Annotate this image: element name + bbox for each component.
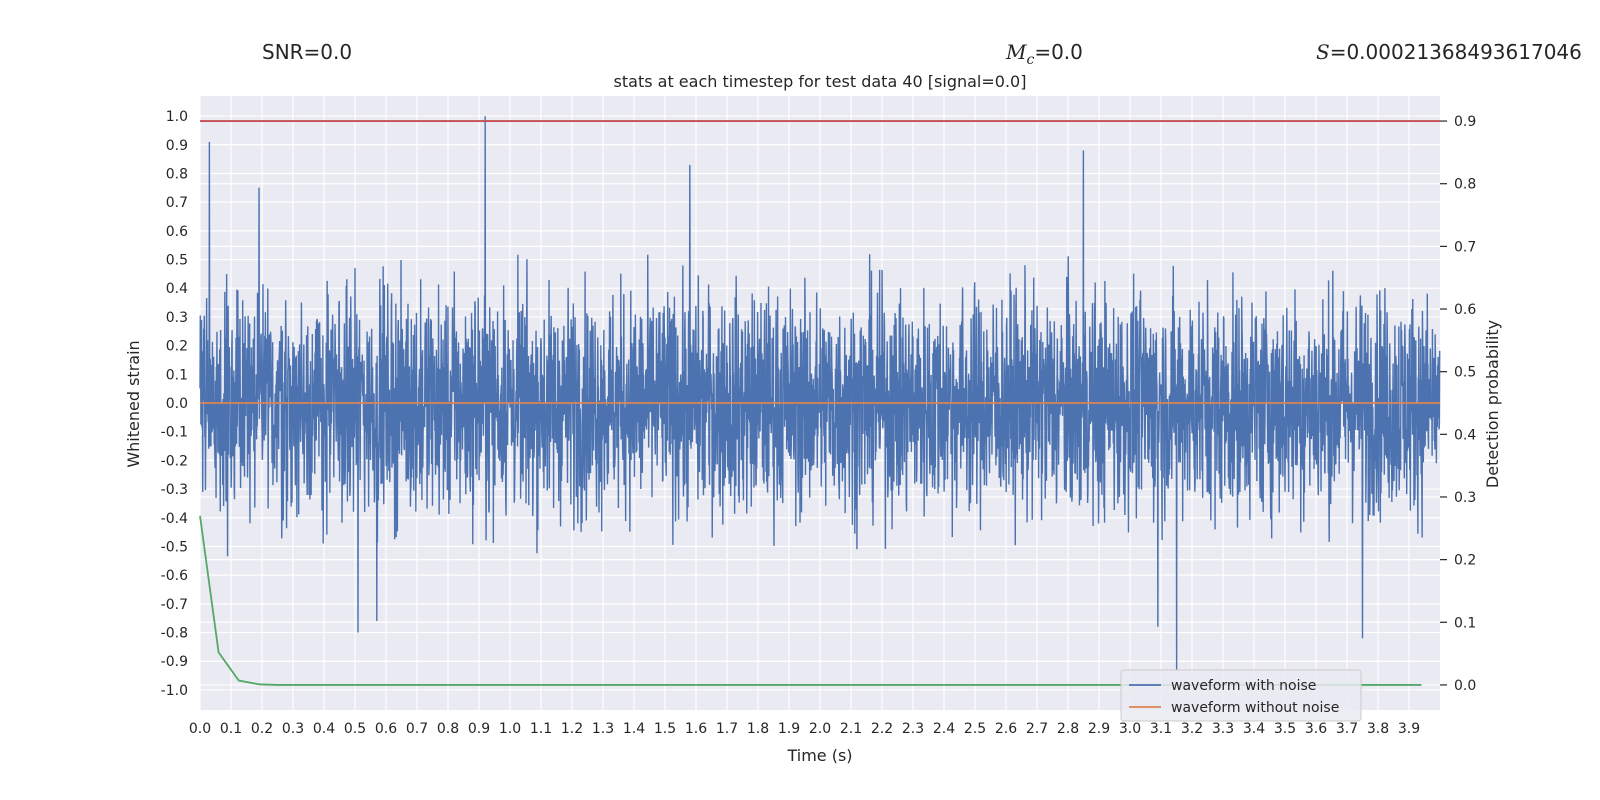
- x-tick-label: 2.6: [995, 721, 1017, 737]
- y-tick-label: -0.6: [161, 568, 188, 584]
- series-layer: [199, 116, 1441, 686]
- snr-text: SNR=0.0: [262, 40, 353, 64]
- x-tick-label: 3.1: [1150, 721, 1172, 737]
- snr-header: SNR=0.0: [262, 40, 352, 64]
- x-tick-label: 1.9: [778, 721, 800, 737]
- y-tick-label: -0.5: [161, 539, 188, 555]
- x-tick-label: 1.0: [499, 721, 521, 737]
- y-tick-label: -0.4: [161, 511, 188, 527]
- y-tick-label: 0.9: [166, 138, 188, 154]
- y2-tick-label: 0.8: [1454, 177, 1476, 193]
- chart-title: stats at each timestep for test data 40 …: [614, 72, 1027, 91]
- stat-header: S=0.00021368493617046: [1316, 40, 1582, 64]
- y-tick-label: 1.0: [166, 109, 188, 125]
- x-tick-label: 2.4: [933, 721, 955, 737]
- x-tick-label: 2.2: [871, 721, 893, 737]
- y2-tick-label: 0.1: [1454, 615, 1476, 631]
- y-tick-label: 0.8: [166, 166, 188, 182]
- x-tick-label: 0.7: [406, 721, 428, 737]
- y-tick-label: -0.2: [161, 453, 188, 469]
- y-tick-label: -0.9: [161, 654, 188, 670]
- y-tick-label: -0.1: [161, 425, 188, 441]
- x-tick-label: 0.6: [375, 721, 397, 737]
- y2-tick-label: 0.4: [1454, 427, 1476, 443]
- y-tick-label: 0.6: [166, 224, 188, 240]
- mc-symbol: M: [1006, 40, 1027, 64]
- x-tick-label: 2.9: [1088, 721, 1110, 737]
- x-tick-label: 3.4: [1243, 721, 1265, 737]
- legend-label: waveform with noise: [1171, 678, 1316, 694]
- s-value: =0.00021368493617046: [1329, 40, 1582, 64]
- x-tick-label: 0.5: [344, 721, 366, 737]
- x-tick-label: 3.5: [1274, 721, 1296, 737]
- legend-box: [1120, 669, 1362, 722]
- x-tick-label: 1.3: [592, 721, 614, 737]
- legend-label: waveform without noise: [1171, 700, 1339, 716]
- legend: waveform with noise waveform without nois…: [1120, 669, 1362, 722]
- x-tick-label: 2.5: [964, 721, 986, 737]
- x-tick-label: 1.8: [747, 721, 769, 737]
- y-tick-label: 0.0: [166, 396, 188, 412]
- y-tick-label: -0.8: [161, 626, 188, 642]
- x-tick-label: 1.7: [716, 721, 738, 737]
- x-tick-label: 3.3: [1212, 721, 1234, 737]
- x-axis-label: Time (s): [786, 746, 852, 765]
- x-tick-label: 0.1: [220, 721, 242, 737]
- x-tick-label: 0.9: [468, 721, 490, 737]
- y-tick-label: -0.7: [161, 597, 188, 613]
- y2-tick-label: 0.0: [1454, 678, 1476, 694]
- x-tick-label: 0.3: [282, 721, 304, 737]
- y-tick-label: 0.2: [166, 339, 188, 355]
- y2-tick-label: 0.3: [1454, 490, 1476, 506]
- x-tick-label: 1.2: [561, 721, 583, 737]
- x-tick-label: 2.7: [1026, 721, 1048, 737]
- y-tick-label: 0.3: [166, 310, 188, 326]
- y2-tick-label: 0.7: [1454, 239, 1476, 255]
- mc-subscript: c: [1026, 52, 1035, 68]
- grid-lines: [199, 96, 1440, 710]
- x-tick-label: 2.8: [1057, 721, 1079, 737]
- y2-tick-label: 0.2: [1454, 553, 1476, 569]
- y-tick-label: 0.7: [166, 195, 188, 211]
- x-tick-label: 3.7: [1336, 721, 1358, 737]
- x-tick-label: 1.4: [623, 721, 645, 737]
- x-tick-label: 3.9: [1398, 721, 1420, 737]
- y-axis-label: Whitened strain: [124, 340, 143, 467]
- s-symbol: S: [1316, 40, 1330, 64]
- y-tick-label: 0.5: [166, 253, 188, 269]
- x-tick-label: 0.2: [251, 721, 273, 737]
- y2-tick-label: 0.9: [1454, 114, 1476, 130]
- y-tick-label: -0.3: [161, 482, 188, 498]
- x-tick-label: 1.5: [654, 721, 676, 737]
- series-line-detection-probability: [199, 515, 1422, 686]
- x-tick-label: 3.6: [1305, 721, 1327, 737]
- y-tick-label: 0.4: [166, 281, 188, 297]
- series-line-waveform-with-noise: [199, 116, 1441, 670]
- x-tick-label: 3.0: [1119, 721, 1141, 737]
- chirp-mass-header: Mc=0.0: [1006, 40, 1083, 68]
- x-tick-label: 0.0: [189, 721, 211, 737]
- y2-tick-label: 0.5: [1454, 365, 1476, 381]
- x-tick-label: 2.1: [840, 721, 862, 737]
- x-tick-label: 3.8: [1367, 721, 1389, 737]
- y2-axis-label: Detection probability: [1483, 320, 1502, 488]
- y-tick-label: -1.0: [161, 683, 188, 699]
- x-tick-label: 2.0: [809, 721, 831, 737]
- x-tick-label: 1.1: [530, 721, 552, 737]
- x-tick-label: 3.2: [1181, 721, 1203, 737]
- mc-value: =0.0: [1034, 40, 1083, 64]
- y-tick-label: 0.1: [166, 367, 188, 383]
- x-tick-label: 0.4: [313, 721, 335, 737]
- x-tick-label: 0.8: [437, 721, 459, 737]
- x-tick-label: 1.6: [685, 721, 707, 737]
- y2-tick-label: 0.6: [1454, 302, 1476, 318]
- tick-layer: 0.0 0.1 0.2 0.3 0.4 0.5 0.6 0.7 0.8 0.9 1.0 1.1 1.2 1…: [161, 109, 1477, 737]
- x-tick-label: 2.3: [902, 721, 924, 737]
